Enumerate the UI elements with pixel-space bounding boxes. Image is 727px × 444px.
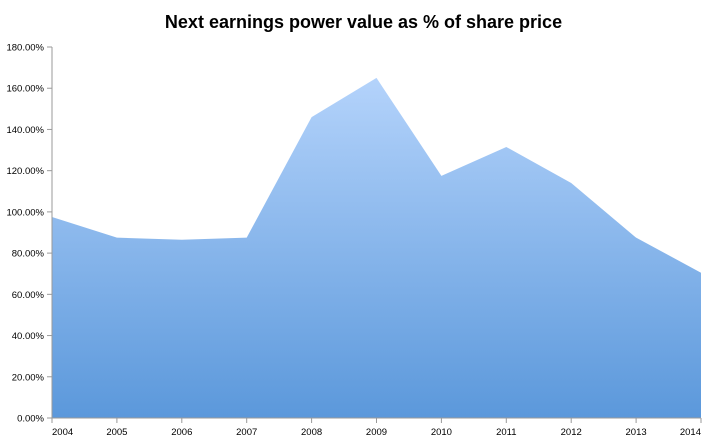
- y-tick-label-6: 120.00%: [6, 166, 44, 177]
- x-tick-label-2012: 2012: [561, 427, 582, 438]
- y-tick-label-2: 40.00%: [12, 331, 45, 342]
- x-tick-label-2014: 2014: [680, 427, 701, 438]
- x-tick-label-2009: 2009: [366, 427, 387, 438]
- chart-title: Next earnings power value as % of share …: [164, 12, 563, 32]
- y-tick-label-3: 60.00%: [12, 290, 45, 301]
- y-tick-label-0: 0.00%: [17, 414, 44, 425]
- x-tick-label-2006: 2006: [171, 427, 192, 438]
- x-tick-label-2008: 2008: [301, 427, 322, 438]
- y-tick-label-5: 100.00%: [6, 207, 44, 218]
- y-tick-label-8: 160.00%: [6, 84, 44, 95]
- y-tick-label-9: 180.00%: [6, 43, 44, 54]
- y-tick-label-1: 20.00%: [12, 372, 45, 383]
- x-tick-label-2005: 2005: [106, 427, 127, 438]
- x-tick-label-2011: 2011: [496, 427, 516, 438]
- y-tick-label-7: 140.00%: [6, 125, 44, 136]
- x-tick-label-2004: 2004: [52, 427, 73, 438]
- x-tick-label-2013: 2013: [626, 427, 647, 438]
- area-series: [52, 77, 701, 419]
- x-tick-label-2007: 2007: [236, 427, 257, 438]
- y-tick-label-4: 80.00%: [12, 249, 45, 260]
- x-tick-label-2010: 2010: [431, 427, 452, 438]
